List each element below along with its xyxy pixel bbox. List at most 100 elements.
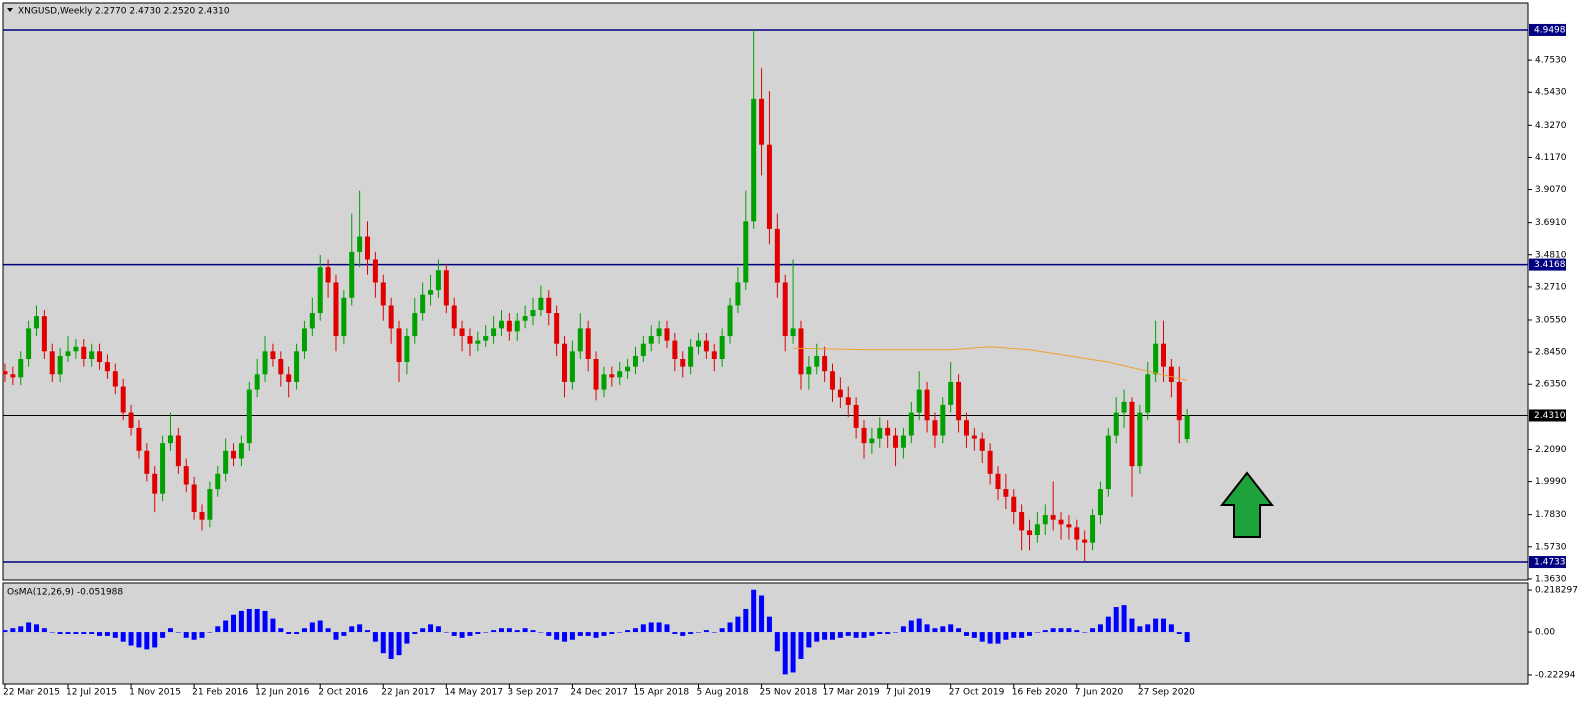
y-tick-label: 3.9070 <box>1535 185 1567 195</box>
osma-bar <box>1050 628 1056 633</box>
osma-bar <box>246 608 252 633</box>
osma-bar <box>191 632 197 640</box>
indicator-y-tick-label: 0.218297 <box>1535 586 1578 596</box>
y-tick-label: 3.4810 <box>1535 250 1567 260</box>
candle-body <box>278 358 284 375</box>
osma-bar <box>648 622 654 633</box>
osma-bar <box>357 624 363 633</box>
osma-bar <box>1066 628 1072 633</box>
candle-body <box>144 450 150 474</box>
osma-bar <box>1129 618 1135 633</box>
y-tick-label: 4.7530 <box>1535 56 1567 66</box>
candle-body <box>41 316 47 352</box>
price-box <box>1529 409 1566 422</box>
candle-body <box>1184 415 1190 440</box>
candle-body <box>301 328 307 352</box>
osma-bar <box>491 630 497 633</box>
candle-body <box>112 371 118 387</box>
candle-body <box>420 294 426 314</box>
osma-bar <box>404 632 410 644</box>
candle-body <box>10 374 16 378</box>
candle-body <box>475 340 481 344</box>
candle-body <box>900 435 906 448</box>
osma-bar <box>365 630 371 633</box>
candle-body <box>971 435 977 439</box>
osma-bar <box>814 632 820 642</box>
osma-bar <box>152 632 158 648</box>
osma-bar <box>333 632 339 640</box>
candle-body <box>1058 519 1064 525</box>
x-tick-label: 21 Feb 2016 <box>192 688 248 698</box>
candle-body <box>1153 343 1159 375</box>
indicator-y-tick-label: -0.22294 <box>1535 670 1576 680</box>
candle-body <box>1082 539 1088 543</box>
osma-bar <box>688 632 694 634</box>
candle-body <box>853 404 859 428</box>
osma-bar <box>869 632 875 636</box>
osma-bar <box>317 620 323 633</box>
osma-bar <box>1082 632 1088 633</box>
osma-bar <box>33 624 39 633</box>
candle-body <box>396 328 402 363</box>
x-tick-label: 27 Oct 2019 <box>949 688 1005 698</box>
x-tick-label: 17 Mar 2019 <box>823 688 880 698</box>
candle-body <box>483 336 489 341</box>
candle-body <box>940 404 946 436</box>
candle-body <box>1105 435 1111 490</box>
osma-bar <box>562 632 568 642</box>
x-tick-label: 2 Oct 2016 <box>318 688 368 698</box>
candle-body <box>349 251 355 298</box>
osma-bar <box>987 632 993 644</box>
candle-body <box>562 343 568 382</box>
x-tick-label: 12 Jul 2015 <box>66 688 117 698</box>
osma-bar <box>65 632 71 634</box>
osma-bar <box>467 632 473 636</box>
price-box-label: 3.4168 <box>1534 260 1566 270</box>
osma-bar <box>1184 632 1190 643</box>
osma-bar <box>341 632 347 636</box>
candle-body <box>262 351 268 375</box>
candle-body <box>766 144 772 229</box>
candle-body <box>963 420 969 436</box>
candle-body <box>908 412 914 436</box>
candle-body <box>625 366 631 372</box>
osma-bar <box>766 616 772 633</box>
osma-bar <box>18 626 24 633</box>
candle-body <box>577 328 583 352</box>
osma-bar <box>727 622 733 633</box>
candle-body <box>388 305 394 329</box>
x-tick-label: 16 Feb 2020 <box>1012 688 1068 698</box>
menu-triangle <box>7 8 13 12</box>
candle-body <box>530 310 536 317</box>
candle-body <box>1176 381 1182 421</box>
candle-body <box>286 374 292 382</box>
osma-bar <box>1121 605 1127 633</box>
candle-body <box>546 297 552 314</box>
candle-body <box>806 366 812 375</box>
candle-body <box>759 98 765 145</box>
candle-body <box>18 358 24 378</box>
candle-body <box>1042 515 1048 525</box>
osma-bar <box>1097 624 1103 633</box>
osma-bar <box>26 622 32 633</box>
candle-body <box>814 355 820 367</box>
x-tick-label: 12 Jun 2016 <box>255 688 309 698</box>
candle-body <box>215 473 221 490</box>
osma-bar <box>759 595 765 633</box>
y-tick-label: 4.3270 <box>1535 121 1567 131</box>
osma-bar <box>380 632 386 654</box>
candle-body <box>152 473 158 494</box>
candle-body <box>932 420 938 436</box>
osma-bar <box>900 626 906 633</box>
y-tick-label: 2.2090 <box>1535 445 1567 455</box>
osma-bar <box>743 608 749 633</box>
candle-body <box>711 351 717 359</box>
indicator-panel <box>2 582 1529 685</box>
osma-bar <box>703 630 709 633</box>
candle-body <box>2 371 8 375</box>
osma-bar <box>136 632 142 648</box>
osma-bar <box>207 632 213 633</box>
candle-body <box>341 297 347 337</box>
candle-body <box>1066 524 1072 528</box>
